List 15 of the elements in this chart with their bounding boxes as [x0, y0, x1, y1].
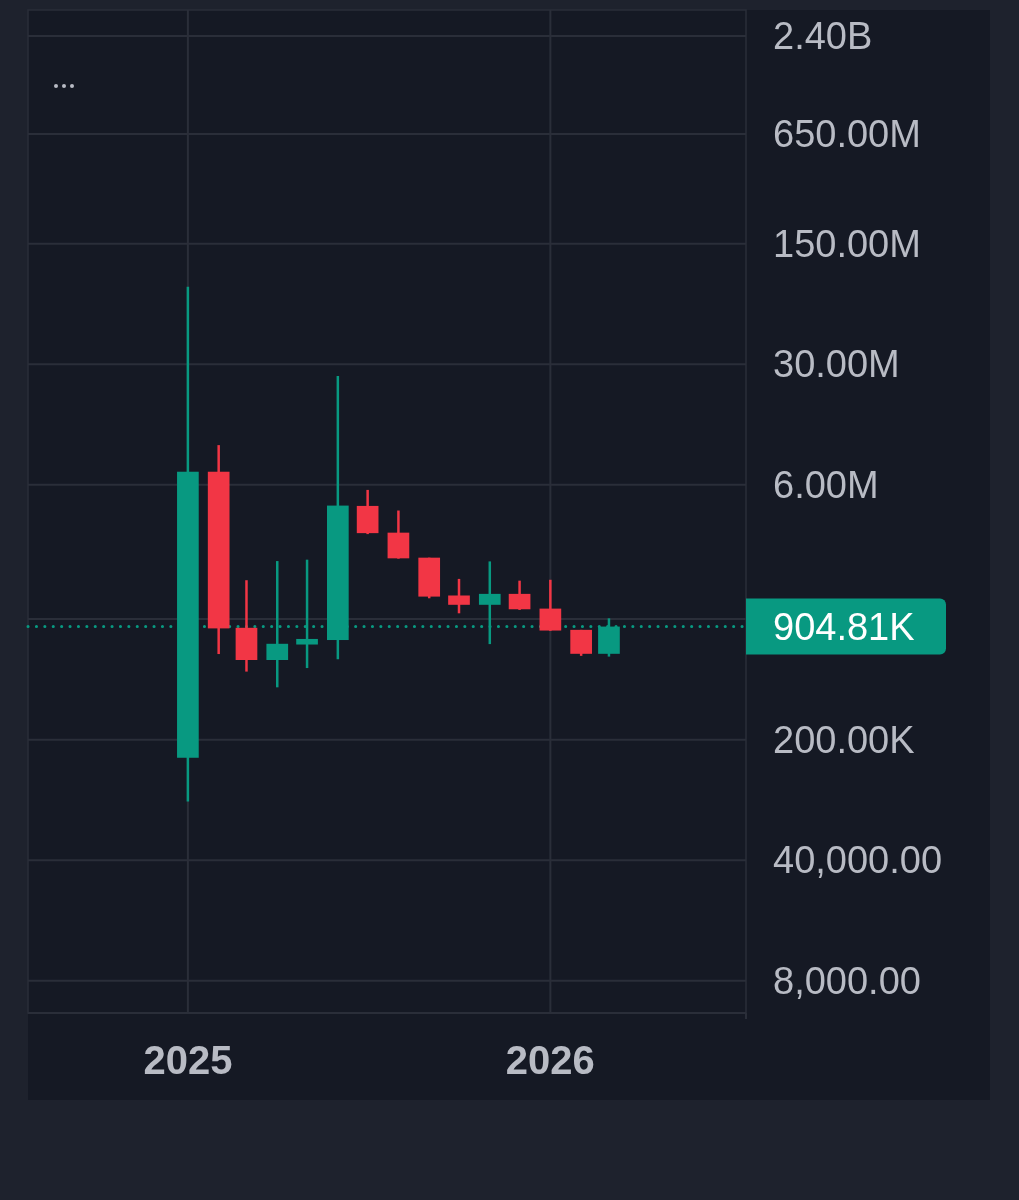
x-tick-label: 2026: [505, 1038, 595, 1082]
candlestick: [448, 577, 470, 615]
y-tick-label: 40,000.00: [773, 839, 943, 882]
candlestick: [508, 579, 531, 612]
x-tick-label: 2025: [143, 1038, 233, 1082]
y-tick-label: 30.00M: [773, 343, 900, 386]
ref-line-label: 904.81K: [773, 605, 915, 648]
y-tick-label: 8,000.00: [773, 959, 921, 1002]
y-tick-label: 200.00K: [773, 718, 915, 761]
y-tick-label: 650.00M: [773, 112, 921, 155]
y-tick-label: 6.00M: [773, 463, 879, 506]
candlestick: [570, 628, 592, 658]
candlestick: [539, 578, 562, 633]
y-tick-label: 2.40B: [773, 15, 873, 58]
y-tick-label: 150.00M: [773, 222, 921, 265]
